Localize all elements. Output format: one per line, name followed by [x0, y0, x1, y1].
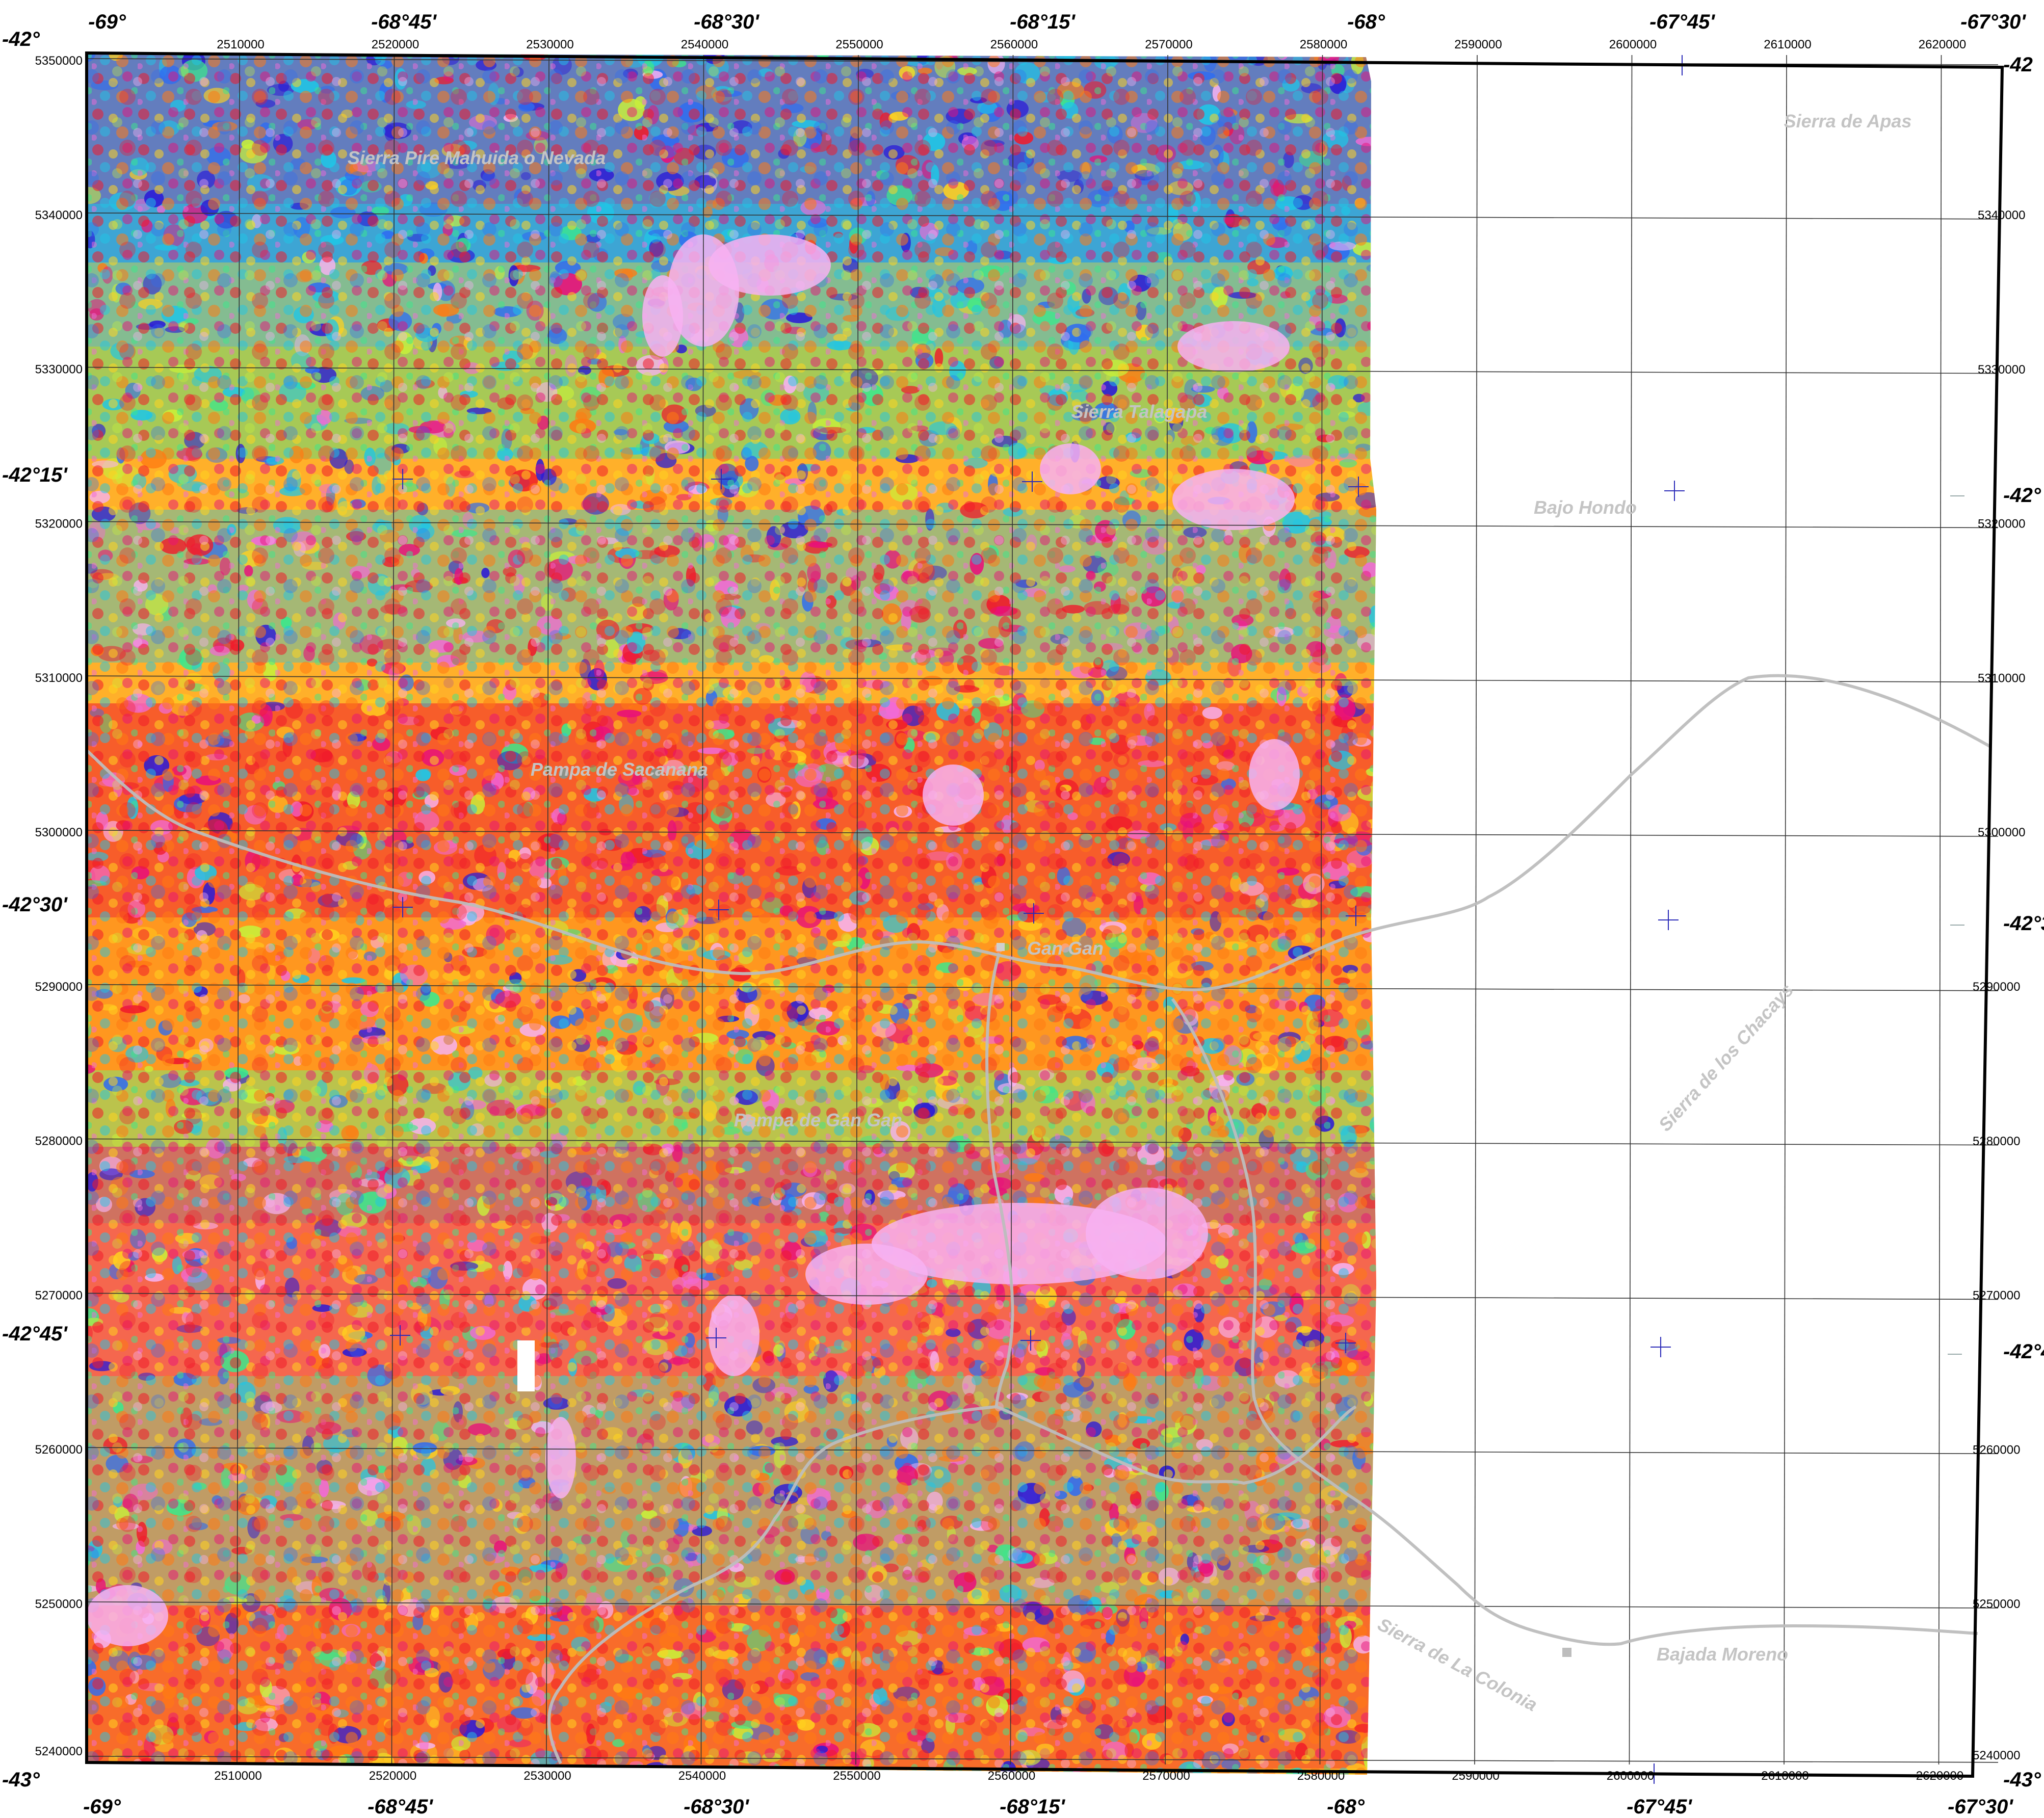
place-label: Sierra de los Chacays — [1654, 980, 1797, 1136]
bottom-longitude-label: -69° — [83, 1796, 121, 1818]
place-label: Sierra de Apas — [1784, 111, 1912, 131]
left-northing-label: 5250000 — [35, 1597, 83, 1611]
top-easting-label: 2600000 — [1609, 38, 1657, 51]
right-northing-label: 5270000 — [1973, 1289, 2020, 1303]
bottom-longitude-label: -67°30' — [1948, 1796, 2013, 1818]
left-northing-label: 5290000 — [35, 980, 83, 994]
place-label: Sierra Pire Mahuida o Nevada — [348, 147, 606, 168]
left-northing-label: 5350000 — [35, 54, 83, 68]
right-latitude-label: -42°4 — [2003, 1340, 2044, 1363]
left-latitude-label: -42°30' — [2, 893, 68, 916]
top-easting-label: 2530000 — [526, 38, 573, 51]
left-northing-label: 5330000 — [35, 363, 83, 377]
left-northing-label: 5260000 — [35, 1443, 83, 1457]
top-easting-label: 2610000 — [1764, 38, 1811, 51]
right-northing-label: 5310000 — [1978, 671, 2025, 685]
top-longitude-label: -67°45' — [1649, 11, 1715, 33]
right-northing-label: 5240000 — [1973, 1749, 2020, 1762]
place-label: Bajo Hondo — [1534, 497, 1637, 518]
road-network — [85, 674, 1991, 1764]
left-northing-label: 5310000 — [35, 671, 83, 685]
bottom-longitude-label: -67°45' — [1627, 1796, 1692, 1818]
right-northing-label: 5290000 — [1973, 980, 2020, 994]
right-latitude-label: -43° — [2003, 1769, 2041, 1791]
top-easting-label: 2560000 — [990, 38, 1038, 51]
top-longitude-label: -69° — [88, 11, 126, 33]
bottom-longitude-label: -68°45' — [368, 1796, 433, 1818]
left-northing-label: 5300000 — [35, 826, 83, 839]
place-label: Sierra de La Colonia — [1374, 1614, 1541, 1716]
bottom-easting-label: 2580000 — [1297, 1769, 1345, 1783]
bottom-easting-label: 2550000 — [833, 1769, 880, 1783]
settlement-marker-gan-gan — [997, 943, 1005, 951]
left-northing-label: 5270000 — [35, 1288, 83, 1302]
map-frame — [85, 51, 2004, 1778]
right-northing-label: 5330000 — [1978, 363, 2025, 377]
top-easting-label: 2540000 — [681, 38, 728, 51]
top-longitude-label: -68°30' — [694, 11, 759, 33]
top-easting-label: 2520000 — [372, 38, 419, 51]
place-label: Bajada Moreno — [1657, 1644, 1788, 1665]
bottom-longitude-label: -68°15' — [1000, 1796, 1065, 1818]
left-latitude-label: -42°45' — [2, 1323, 68, 1345]
top-easting-label: 2570000 — [1145, 38, 1192, 51]
left-latitude-label: -43° — [2, 1769, 40, 1791]
place-label: Gan Gan — [1027, 938, 1104, 959]
right-northing-label: 5280000 — [1973, 1135, 2020, 1148]
left-northing-label: 5340000 — [35, 208, 83, 222]
top-longitude-label: -67°30' — [1960, 11, 2026, 33]
bottom-easting-label: 2520000 — [369, 1769, 416, 1783]
place-label: Sierra Talagapa — [1071, 401, 1208, 422]
right-northing-label: 5320000 — [1978, 517, 2025, 531]
top-easting-label: 2550000 — [835, 38, 883, 51]
top-easting-label: 2510000 — [217, 38, 264, 51]
settlement-marker-bajada-moreno — [1562, 1648, 1571, 1657]
left-northing-label: 5320000 — [35, 517, 83, 531]
right-northing-label: 5300000 — [1978, 826, 2025, 839]
bottom-easting-label: 2590000 — [1452, 1769, 1499, 1783]
top-longitude-label: -68°15' — [1010, 11, 1076, 33]
bottom-easting-label: 2560000 — [988, 1769, 1035, 1783]
top-longitude-label: -68° — [1347, 11, 1385, 33]
top-easting-label: 2590000 — [1454, 38, 1502, 51]
right-latitude-label: -42 — [2003, 54, 2033, 76]
right-latitude-label: -42° — [2003, 484, 2041, 507]
top-easting-label: 2580000 — [1300, 38, 1347, 51]
left-latitude-label: -42°15' — [2, 464, 68, 486]
bottom-easting-label: 2510000 — [214, 1769, 261, 1783]
left-latitude-label: -42° — [2, 28, 40, 50]
magnetic-anomaly-raster — [87, 53, 1376, 1775]
top-longitude-label: -68°45' — [371, 11, 437, 33]
place-label: Pampa de Sacanana — [531, 759, 708, 780]
bottom-easting-label: 2600000 — [1607, 1769, 1654, 1783]
top-easting-label: 2620000 — [1919, 38, 1966, 51]
place-label: Pampa de Gan Gan — [734, 1110, 902, 1130]
left-northing-label: 5240000 — [35, 1745, 83, 1758]
right-latitude-label: -42°3 — [2003, 912, 2044, 935]
right-northing-label: 5260000 — [1973, 1443, 2020, 1457]
bottom-easting-label: 2530000 — [523, 1769, 571, 1783]
bottom-longitude-label: -68°30' — [684, 1796, 749, 1818]
right-northing-label: 5250000 — [1973, 1597, 2020, 1611]
bottom-easting-label: 2620000 — [1916, 1769, 1963, 1783]
bottom-longitude-label: -68° — [1327, 1796, 1365, 1818]
right-northing-label: 5340000 — [1978, 208, 2025, 222]
bottom-easting-label: 2570000 — [1142, 1769, 1190, 1783]
left-northing-label: 5280000 — [35, 1135, 83, 1148]
bottom-easting-label: 2610000 — [1761, 1769, 1809, 1783]
bottom-easting-label: 2540000 — [678, 1769, 726, 1783]
